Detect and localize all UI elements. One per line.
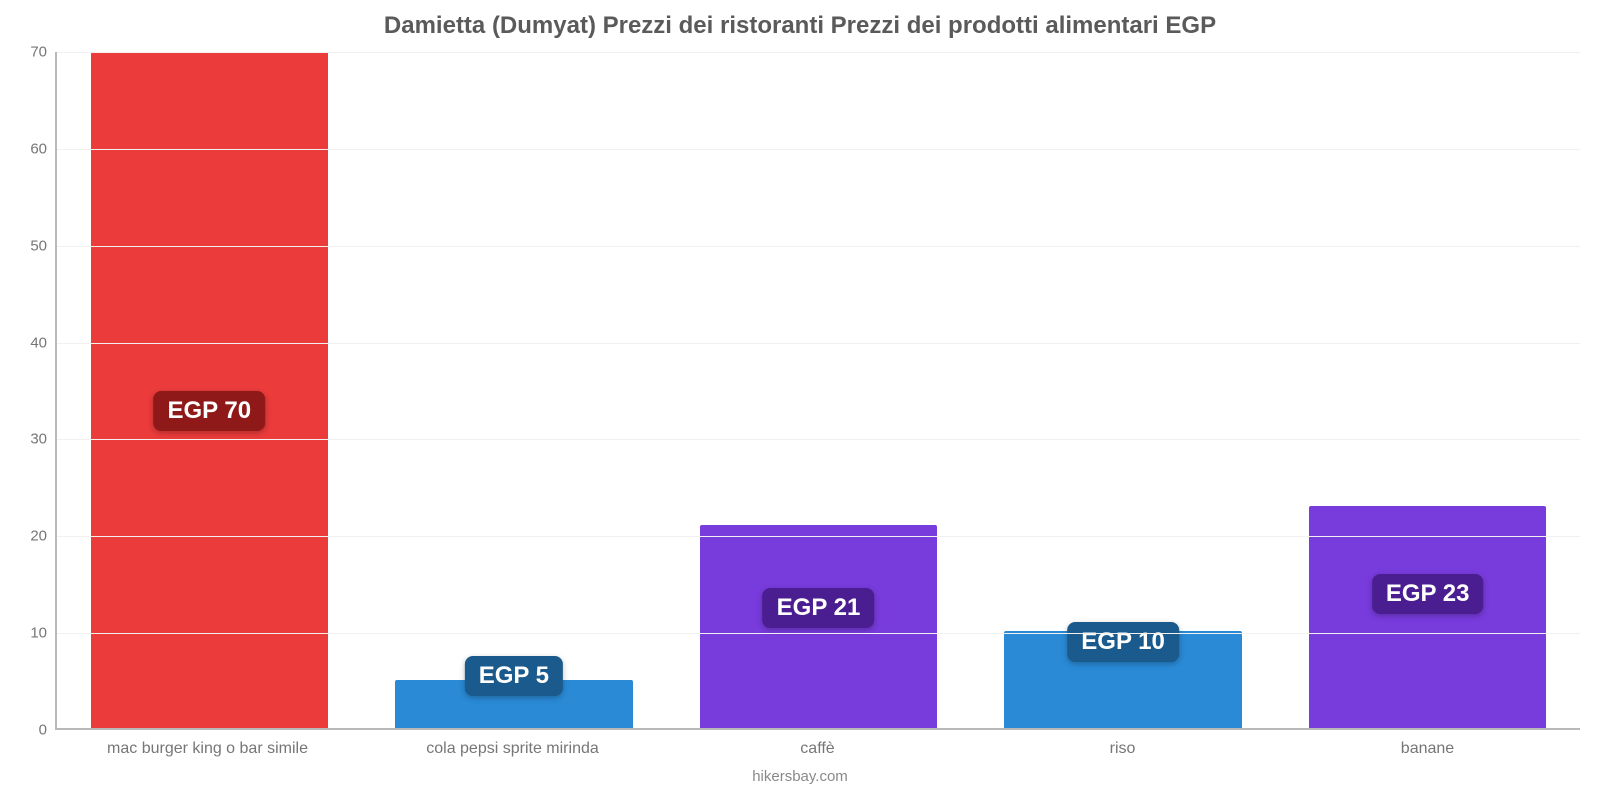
y-tick-label: 70 [30,44,57,61]
y-tick-label: 60 [30,140,57,157]
y-tick-label: 0 [39,722,57,739]
x-axis-label: caffè [665,740,970,758]
bar-slot: EGP 70 [57,52,362,728]
y-tick-label: 20 [30,528,57,545]
y-tick-label: 40 [30,334,57,351]
value-badge: EGP 21 [763,588,875,628]
value-badge: EGP 5 [465,656,563,696]
bar-slot: EGP 21 [666,52,971,728]
gridline [57,149,1580,150]
x-axis-label: riso [970,740,1275,758]
chart-footer: hikersbay.com [0,768,1600,785]
bar-slot: EGP 10 [971,52,1276,728]
x-axis-label: mac burger king o bar simile [55,740,360,758]
bar [91,52,329,728]
bar-slot: EGP 23 [1275,52,1580,728]
value-badge: EGP 10 [1067,622,1179,662]
y-tick-label: 10 [30,625,57,642]
value-badge: EGP 70 [153,391,265,431]
bar [1309,506,1547,728]
chart-title: Damietta (Dumyat) Prezzi dei ristoranti … [0,0,1600,40]
price-chart: Damietta (Dumyat) Prezzi dei ristoranti … [0,0,1600,800]
gridline [57,343,1580,344]
x-axis-label: cola pepsi sprite mirinda [360,740,665,758]
gridline [57,246,1580,247]
gridline [57,536,1580,537]
x-axis-labels: mac burger king o bar similecola pepsi s… [55,740,1580,758]
gridline [57,633,1580,634]
y-tick-label: 30 [30,431,57,448]
plot-area: EGP 70EGP 5EGP 21EGP 10EGP 23 0102030405… [55,52,1580,730]
x-axis-label: banane [1275,740,1580,758]
value-badge: EGP 23 [1372,574,1484,614]
gridline [57,439,1580,440]
bar-slot: EGP 5 [362,52,667,728]
y-tick-label: 50 [30,237,57,254]
gridline [57,52,1580,53]
bars-container: EGP 70 EGP 5 EGP 21 EGP 10 EGP 23 [57,52,1580,728]
